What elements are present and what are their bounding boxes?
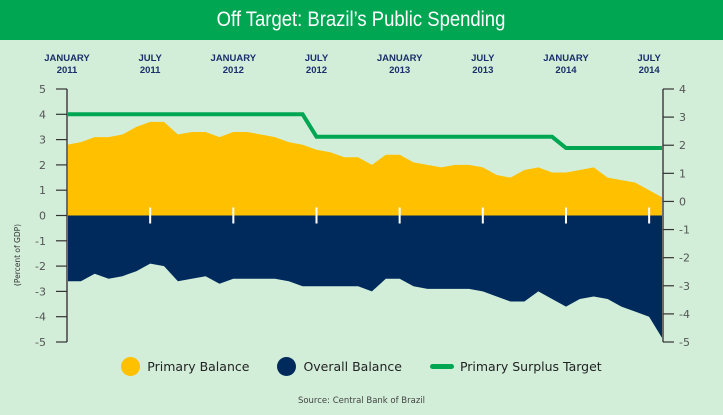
legend: Primary Balance Overall Balance Primary …	[0, 357, 723, 376]
right-tick-label: 1	[679, 167, 686, 180]
x-axis-labels: JANUARY2011JULY2011JANUARY2012JULY2012JA…	[44, 53, 661, 76]
x-tick-label: JANUARY	[543, 53, 589, 64]
right-axis: 4 3 2 1 0 -1 -2 -3 -4 -5	[662, 83, 690, 349]
left-tick-label: 5	[39, 83, 46, 96]
legend-label: Overall Balance	[303, 359, 402, 374]
right-tick-label: -3	[679, 280, 690, 293]
right-tick-label: -4	[679, 308, 690, 321]
x-tick-label: 2013	[389, 65, 410, 76]
x-tick-label: JANUARY	[44, 53, 90, 64]
chart-title: Off Target: Brazil’s Public Spending	[217, 8, 506, 31]
right-tick-label: 4	[679, 83, 686, 96]
left-tick-label: 3	[39, 134, 46, 147]
x-tick-label: 2011	[57, 65, 78, 76]
area-layer	[67, 121, 663, 340]
chart-plot: JANUARY2011JULY2011JANUARY2012JULY2012JA…	[13, 53, 690, 349]
legend-item-overall-balance: Overall Balance	[277, 357, 402, 376]
right-tick-label: -5	[679, 336, 690, 349]
x-tick-label: JULY	[471, 53, 495, 64]
target-swatch-icon	[429, 364, 454, 369]
x-tick-label: 2012	[306, 65, 327, 76]
right-tick-label: 2	[679, 139, 686, 152]
left-tick-label: -5	[35, 336, 46, 349]
x-tick-label: 2014	[555, 65, 577, 76]
overall-balance-swatch-icon	[277, 357, 297, 376]
x-tick-label: 2013	[472, 65, 493, 76]
target-line	[67, 112, 663, 150]
y-axis-label: (Percent of GDP)	[13, 224, 22, 286]
right-tick-label: -1	[679, 224, 690, 237]
right-tick-label: -2	[679, 252, 690, 265]
legend-label: Primary Balance	[147, 359, 250, 374]
left-tick-label: -1	[35, 235, 46, 248]
right-tick-label: 3	[679, 111, 686, 124]
left-tick-label: -4	[35, 311, 46, 324]
x-tick-label: 2011	[140, 65, 161, 76]
legend-item-target: Primary Surplus Target	[429, 359, 602, 374]
x-tick-label: JANUARY	[377, 53, 423, 64]
left-tick-label: -3	[35, 285, 46, 298]
x-tick-label: JULY	[305, 53, 329, 64]
target-layer	[67, 112, 663, 150]
zero-line-ticks	[149, 207, 651, 224]
left-tick-label: 4	[39, 108, 46, 121]
area-overall-balance	[67, 215, 663, 340]
x-tick-label: JULY	[637, 53, 661, 64]
left-tick-label: 0	[39, 210, 46, 223]
x-tick-label: JANUARY	[211, 53, 257, 64]
legend-label: Primary Surplus Target	[459, 359, 602, 374]
left-tick-label: -2	[35, 260, 46, 273]
x-tick-label: 2014	[639, 65, 661, 76]
area-primary-balance	[67, 121, 663, 216]
legend-item-primary-balance: Primary Balance	[121, 357, 249, 376]
title-bar: Off Target: Brazil’s Public Spending	[0, 0, 723, 40]
right-tick-label: 0	[679, 195, 686, 208]
left-tick-label: 1	[39, 184, 46, 197]
left-tick-label: 2	[39, 159, 46, 172]
x-tick-label: JULY	[138, 53, 162, 64]
source-note: Source: Central Bank of Brazil	[297, 396, 426, 406]
x-tick-label: 2012	[223, 65, 244, 76]
primary-balance-swatch-icon	[121, 357, 141, 376]
left-axis: 5 4 3 2 1 0 -1 -2 -3 -4 -5	[35, 83, 68, 349]
